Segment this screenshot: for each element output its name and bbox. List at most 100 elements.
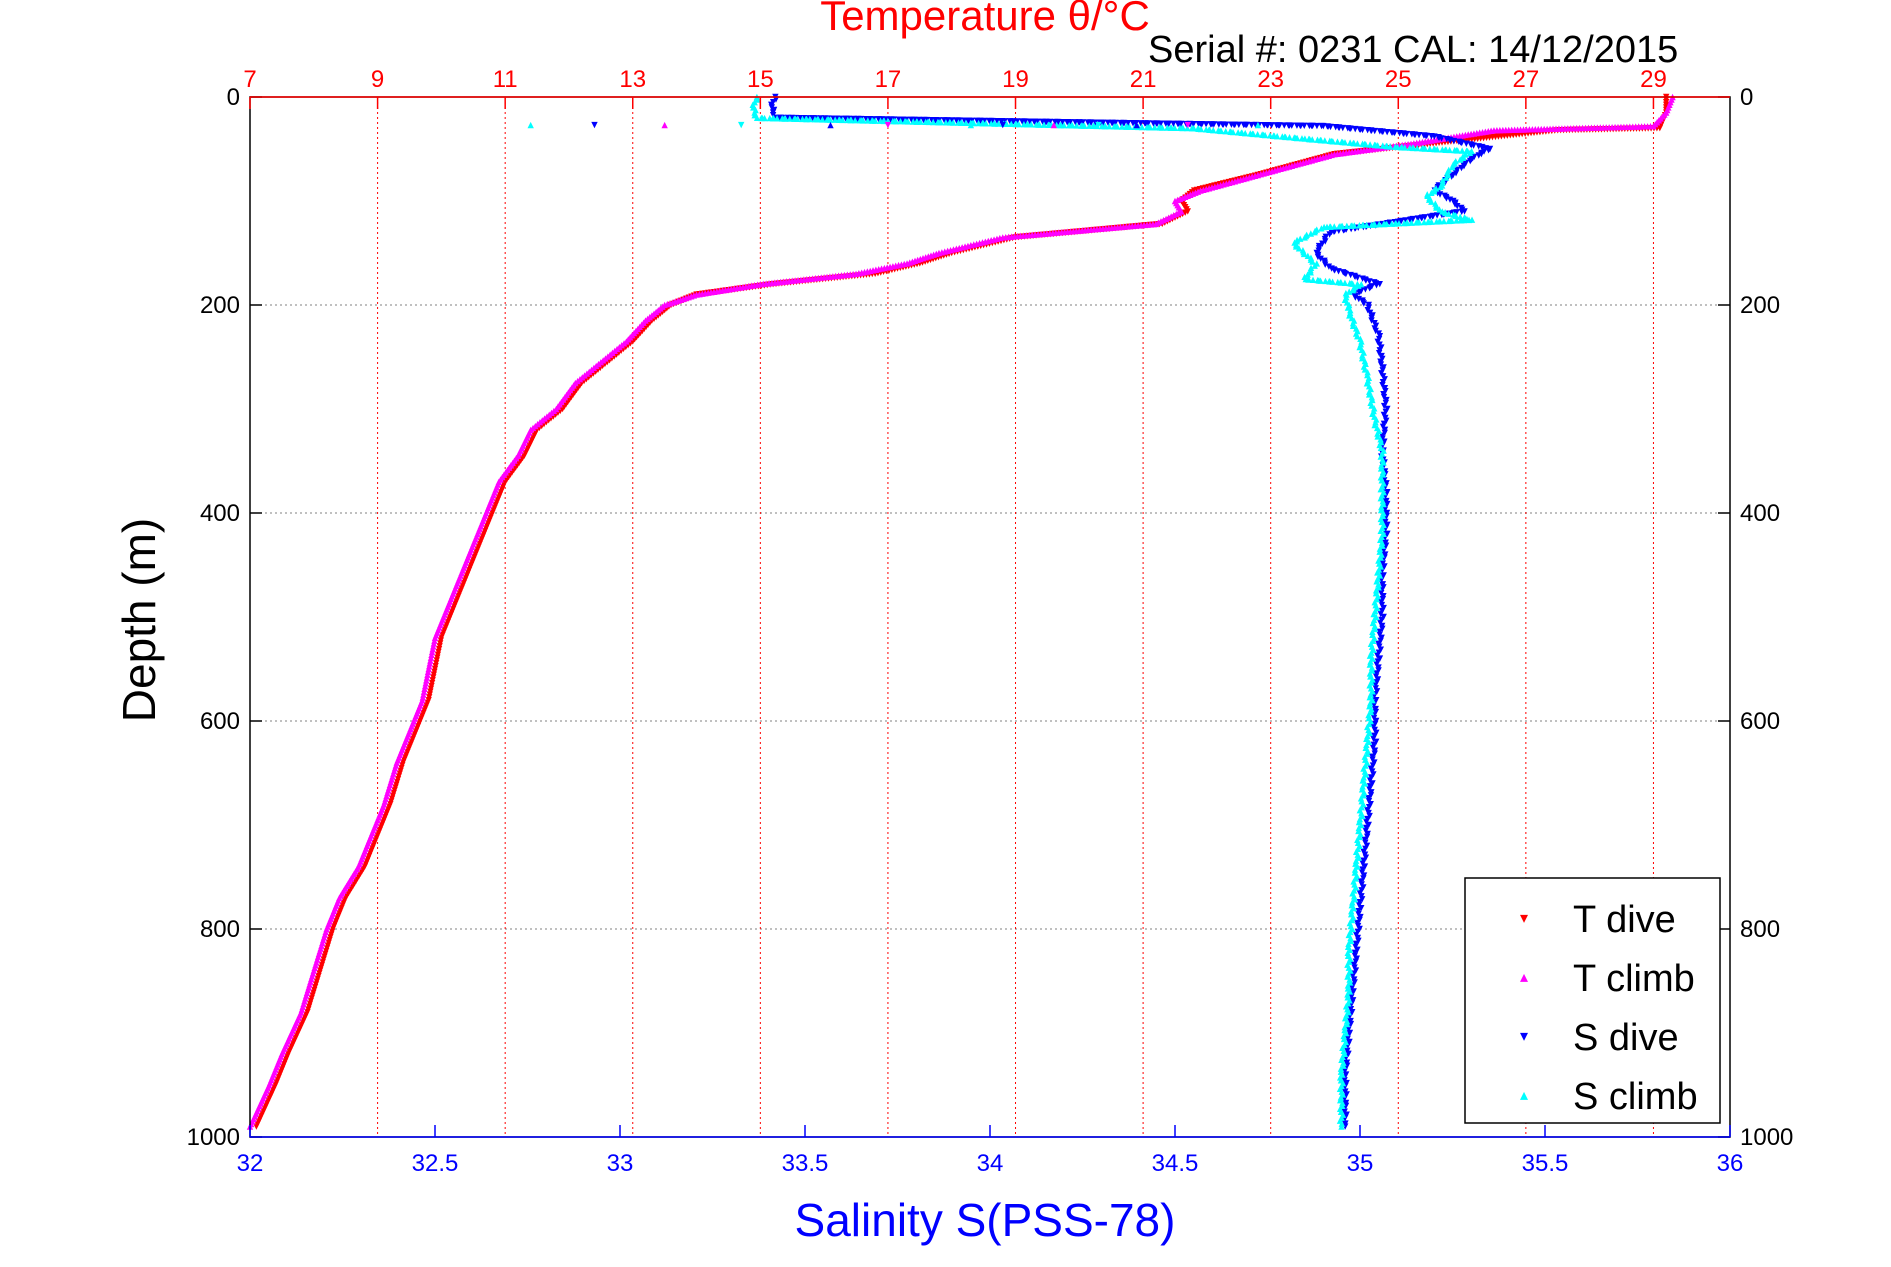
data-point <box>1450 137 1458 145</box>
data-point <box>1453 217 1460 224</box>
data-point <box>977 117 984 125</box>
data-point <box>1092 119 1099 126</box>
x-tick-label-top: 7 <box>243 66 256 93</box>
data-point <box>1177 120 1185 128</box>
legend-marker-t-dive: ▾ <box>1520 910 1528 927</box>
legend-marker-t-climb: ▴ <box>1520 969 1528 986</box>
data-point <box>1350 905 1357 912</box>
data-point <box>424 671 431 678</box>
data-point <box>999 121 1006 129</box>
data-point <box>1106 123 1113 130</box>
data-point <box>1365 391 1373 398</box>
data-point <box>1378 539 1386 546</box>
series-s-dive <box>768 93 1494 1130</box>
data-point <box>253 1123 260 1130</box>
data-point <box>1371 405 1378 412</box>
data-point <box>1458 164 1465 172</box>
data-point <box>1366 278 1373 285</box>
data-point <box>1190 120 1197 128</box>
x-tick-label-bottom: 36 <box>1717 1150 1744 1177</box>
serial-calibration-text: Serial #: 0231 CAL: 14/12/2015 <box>1148 29 1678 71</box>
data-point <box>1443 174 1450 181</box>
data-point <box>1347 125 1354 133</box>
data-point <box>1034 118 1041 126</box>
data-point <box>1073 122 1080 129</box>
data-point <box>1349 899 1356 906</box>
data-point <box>430 640 438 647</box>
data-point <box>423 677 430 684</box>
data-point <box>1445 217 1452 225</box>
surface-scatter-streak <box>527 121 1262 129</box>
data-point <box>428 648 436 656</box>
data-point <box>427 654 435 661</box>
data-point <box>1356 222 1363 229</box>
data-point <box>1374 430 1381 437</box>
data-point <box>423 674 431 681</box>
data-point <box>1341 139 1349 146</box>
data-point <box>1360 300 1368 307</box>
data-point <box>950 119 957 126</box>
data-point <box>1349 286 1357 294</box>
data-point <box>917 118 924 125</box>
data-point <box>1377 527 1384 535</box>
data-point <box>1137 120 1144 127</box>
data-point <box>421 685 428 693</box>
data-point <box>859 117 867 124</box>
data-point <box>1254 121 1262 129</box>
data-point <box>1344 949 1351 956</box>
data-point <box>1184 124 1191 132</box>
data-point <box>1372 587 1380 594</box>
data-point <box>1466 149 1474 156</box>
x-tick-label-bottom: 32.5 <box>412 1150 459 1177</box>
data-point <box>1218 127 1225 135</box>
data-point <box>1210 121 1218 128</box>
data-point <box>1305 276 1313 283</box>
data-point <box>1360 789 1368 796</box>
data-point <box>527 121 534 129</box>
data-point <box>1359 126 1366 134</box>
data-point <box>1420 218 1428 226</box>
data-point <box>429 645 436 653</box>
data-point <box>754 96 761 103</box>
data-point <box>975 119 982 127</box>
data-point <box>1335 268 1342 275</box>
data-point <box>1378 462 1385 469</box>
data-point <box>1202 121 1210 128</box>
data-point <box>738 121 745 129</box>
x-tick-label-top: 21 <box>1130 66 1157 93</box>
data-point <box>1336 223 1343 230</box>
data-point <box>1329 278 1336 285</box>
data-point <box>661 121 668 129</box>
data-point <box>1380 509 1387 517</box>
data-point <box>1365 711 1372 719</box>
data-point <box>1157 120 1164 127</box>
data-point <box>1406 216 1414 224</box>
data-point <box>1426 213 1434 221</box>
data-point <box>1377 444 1385 451</box>
data-point <box>982 120 990 127</box>
data-point <box>1026 118 1034 125</box>
data-point <box>1366 670 1374 677</box>
data-point <box>431 634 439 641</box>
x-tick-label-top: 29 <box>1640 66 1667 93</box>
data-point <box>1311 262 1318 269</box>
x-tick-label-top: 15 <box>747 66 774 93</box>
data-point <box>1433 146 1441 153</box>
data-point <box>1311 229 1318 236</box>
data-point <box>967 121 975 129</box>
data-point <box>1003 120 1010 127</box>
data-point <box>420 688 428 695</box>
data-point <box>428 651 435 659</box>
data-point <box>1314 253 1322 261</box>
data-point <box>1146 124 1154 131</box>
data-point <box>929 118 937 126</box>
data-layer <box>246 93 1676 1130</box>
y-tick-label-right: 600 <box>1740 708 1780 735</box>
data-point <box>753 114 761 121</box>
data-point <box>1138 123 1146 131</box>
data-point <box>815 116 822 123</box>
y-tick-label-left: 0 <box>227 84 240 111</box>
data-point <box>937 119 945 126</box>
data-point <box>1354 140 1361 147</box>
